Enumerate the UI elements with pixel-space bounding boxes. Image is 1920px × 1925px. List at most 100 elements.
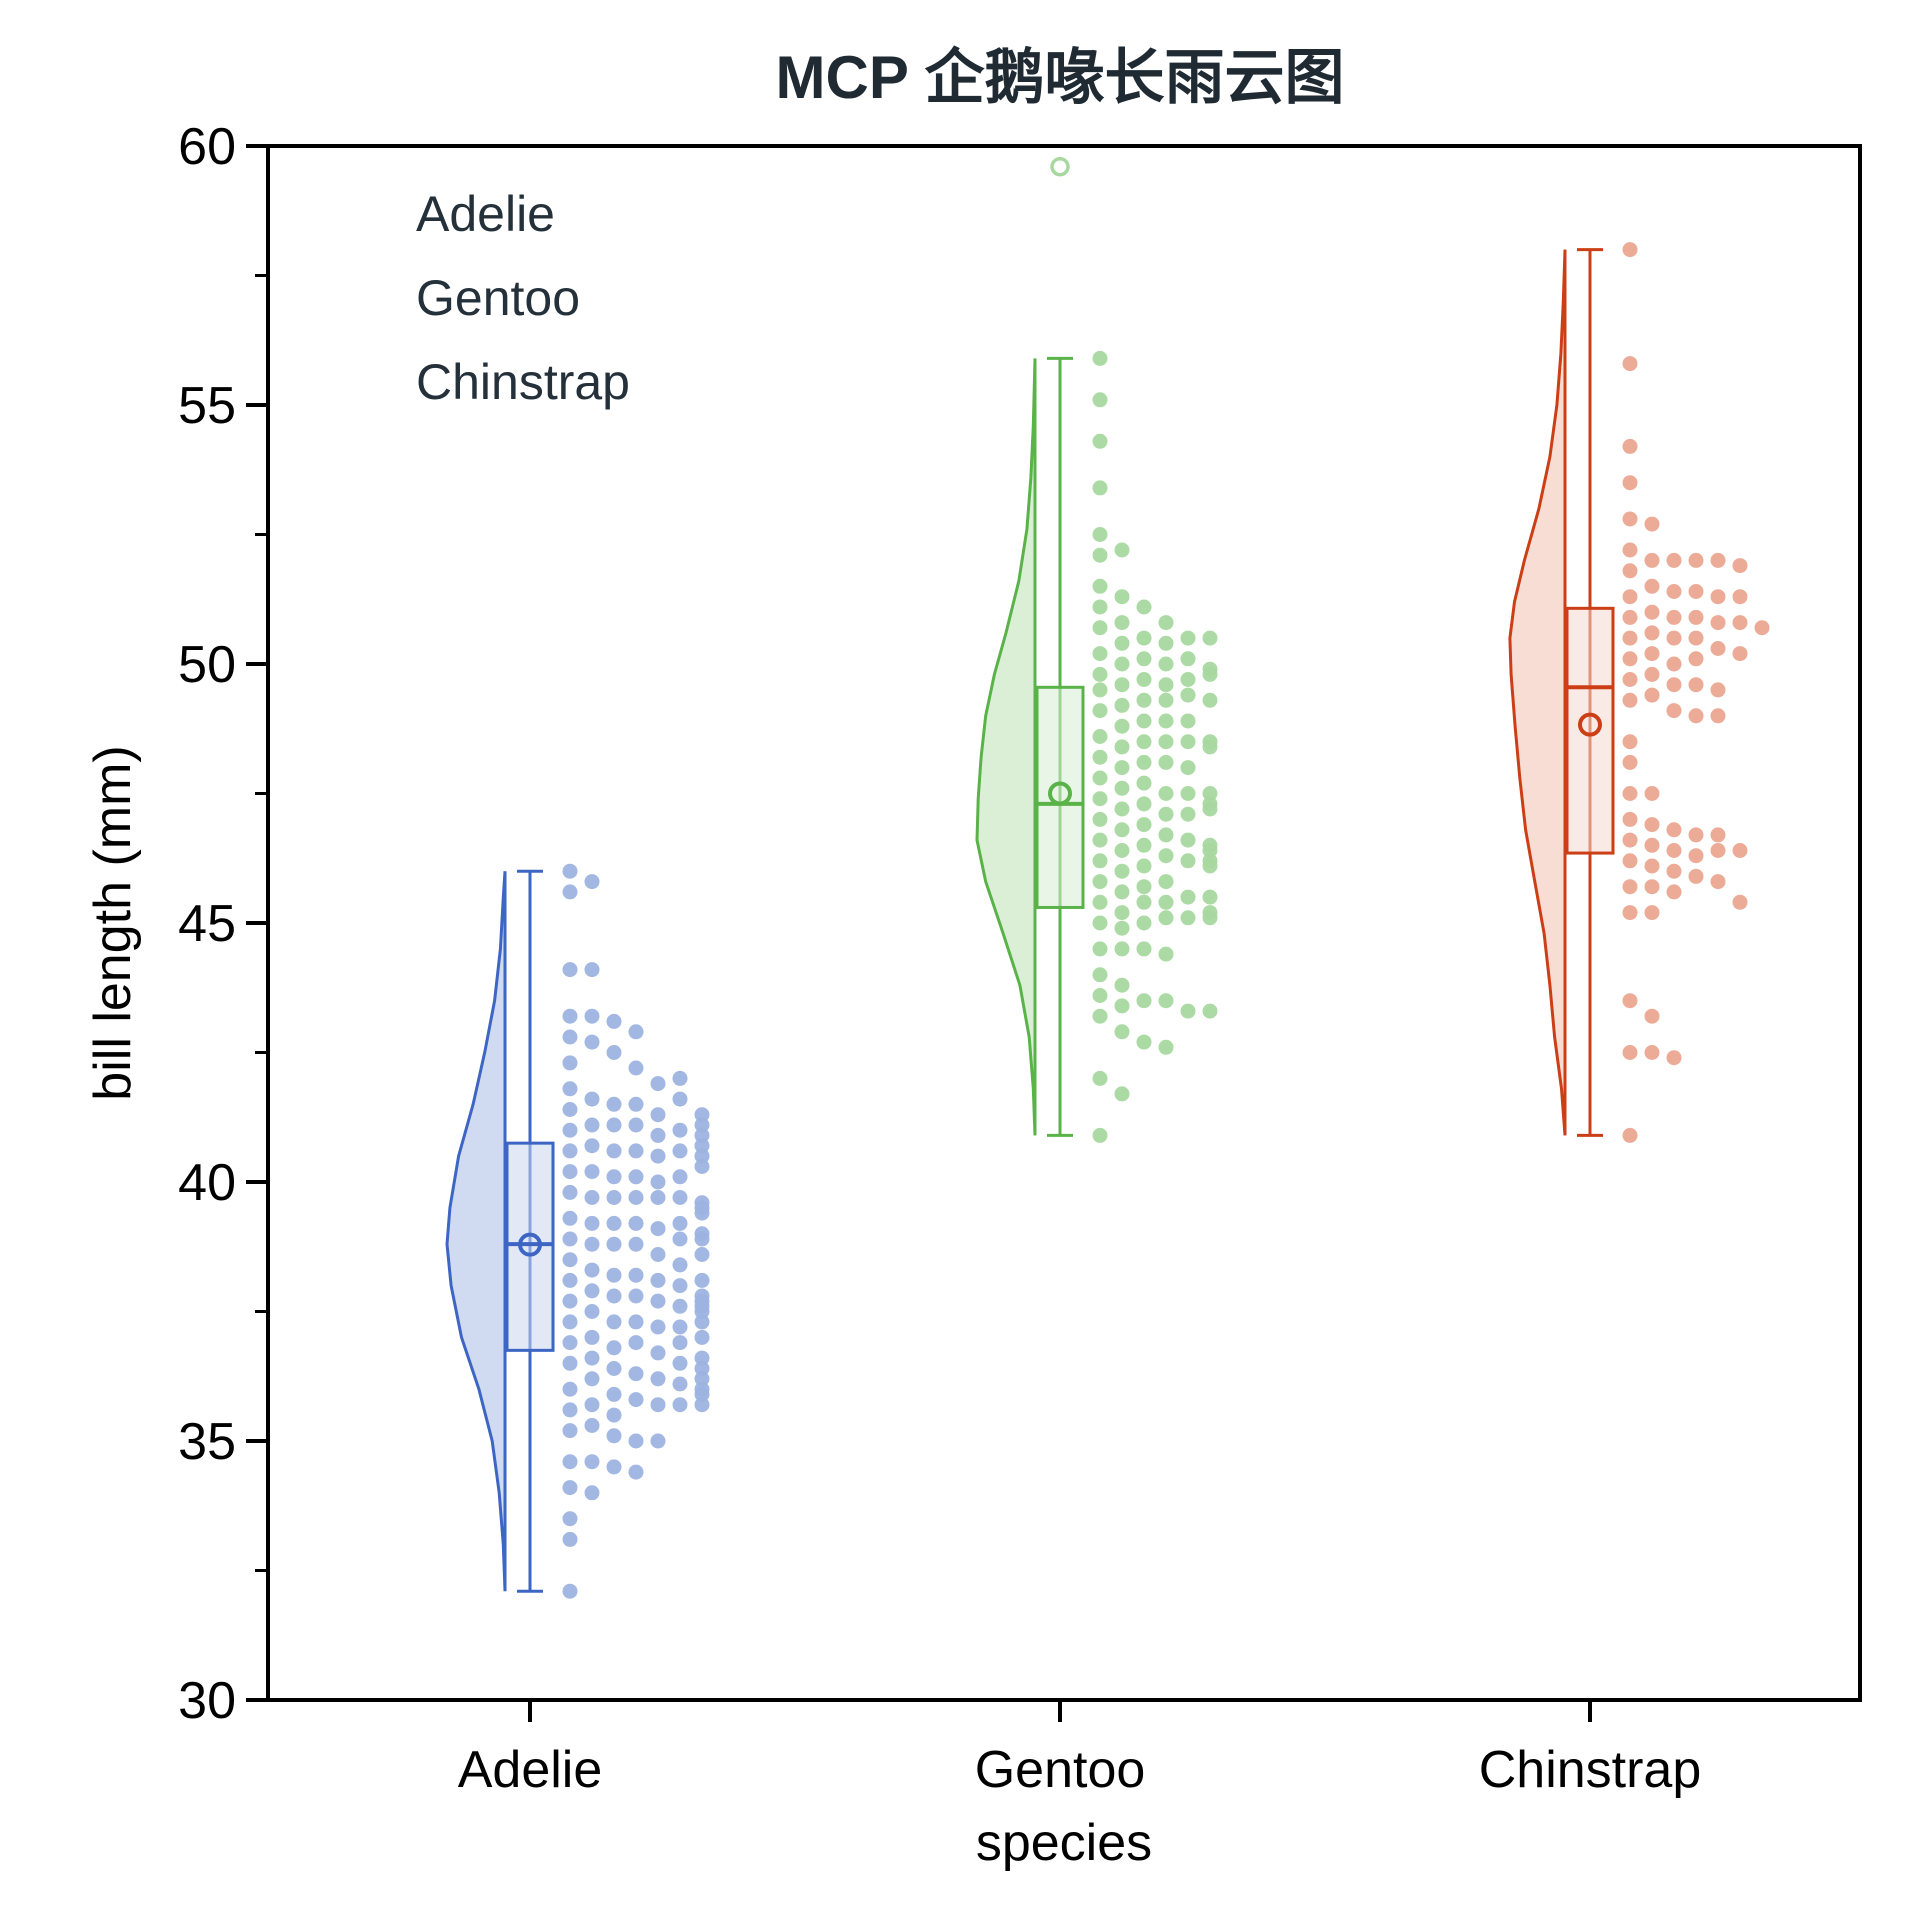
- data-point: [1666, 1050, 1682, 1066]
- data-point: [1092, 682, 1108, 698]
- data-point: [1092, 874, 1108, 890]
- data-point: [606, 1236, 622, 1252]
- data-point: [606, 1096, 622, 1112]
- data-point: [584, 1350, 600, 1366]
- data-point: [1666, 656, 1682, 672]
- data-point: [650, 1319, 666, 1335]
- data-point: [650, 1174, 666, 1190]
- data-point: [562, 1583, 578, 1599]
- data-point: [650, 1247, 666, 1262]
- data-point: [1622, 242, 1638, 258]
- data-point: [562, 1355, 578, 1371]
- data-point: [562, 1210, 578, 1226]
- data-point: [1158, 910, 1174, 926]
- data-point: [650, 1127, 666, 1143]
- data-point: [1622, 651, 1638, 667]
- data-point: [1666, 584, 1682, 599]
- data-point: [1092, 915, 1108, 931]
- data-point: [694, 1350, 710, 1366]
- chart-title: MCP 企鹅喙长雨云图: [776, 44, 1345, 111]
- data-point: [606, 1045, 622, 1060]
- data-point: [1180, 651, 1196, 667]
- data-point: [1092, 480, 1108, 496]
- data-point: [1202, 889, 1218, 905]
- data-point: [562, 1272, 578, 1288]
- data-point: [672, 1376, 688, 1392]
- data-point: [1092, 666, 1108, 682]
- data-point: [562, 1252, 578, 1268]
- data-point: [650, 1371, 666, 1387]
- y-tick-label: 30: [178, 1672, 236, 1730]
- y-tick-label: 60: [178, 118, 236, 176]
- data-point: [1158, 827, 1174, 843]
- data-point: [1622, 1045, 1638, 1060]
- data-point: [1732, 646, 1748, 662]
- data-point: [606, 1361, 622, 1376]
- data-point: [1202, 801, 1218, 817]
- data-point: [1180, 1003, 1196, 1019]
- data-point: [1180, 786, 1196, 801]
- data-point: [1732, 615, 1748, 631]
- y-tick-label: 55: [178, 377, 236, 435]
- data-point: [628, 1288, 644, 1304]
- data-point: [1136, 915, 1152, 931]
- data-point: [1092, 1070, 1108, 1086]
- data-point: [1092, 433, 1108, 449]
- data-point: [1666, 863, 1682, 879]
- data-point: [1732, 589, 1748, 605]
- data-point: [1136, 879, 1152, 895]
- data-point: [1114, 718, 1130, 734]
- data-point: [1202, 1003, 1218, 1019]
- data-point: [1644, 879, 1660, 895]
- data-point: [562, 1184, 578, 1200]
- data-point: [1688, 584, 1704, 599]
- data-point: [672, 1231, 688, 1247]
- data-point: [1754, 620, 1770, 636]
- data-point: [650, 1272, 666, 1288]
- data-point: [1092, 578, 1108, 594]
- data-point: [628, 1190, 644, 1205]
- data-point: [584, 874, 600, 890]
- data-point: [1202, 739, 1218, 755]
- data-point: [1202, 858, 1218, 874]
- data-point: [562, 1102, 578, 1117]
- y-tick-label: 40: [178, 1154, 236, 1212]
- data-point: [562, 1511, 578, 1527]
- data-point: [650, 1433, 666, 1449]
- data-point: [1644, 516, 1660, 532]
- data-point: [1666, 677, 1682, 693]
- data-point: [1622, 811, 1638, 827]
- data-point: [1732, 843, 1748, 858]
- data-point: [606, 1386, 622, 1402]
- axes: 30 35 40 45 50 55 60 Adelie Gentoo Chinstrap: [178, 118, 1701, 1799]
- data-point: [1622, 786, 1638, 801]
- data-point: [1644, 604, 1660, 620]
- data-point: [584, 1138, 600, 1154]
- data-point: [694, 1247, 710, 1262]
- data-point: [562, 1029, 578, 1045]
- data-point: [672, 1278, 688, 1294]
- data-point: [1136, 837, 1152, 853]
- data-point: [1180, 806, 1196, 822]
- data-point: [584, 1454, 600, 1470]
- legend-entry-adelie: Adelie: [416, 186, 555, 242]
- data-point: [1688, 609, 1704, 625]
- data-point: [1622, 542, 1638, 558]
- data-point: [1622, 630, 1638, 646]
- data-point: [694, 1314, 710, 1330]
- data-point: [1114, 801, 1130, 817]
- data-point: [584, 1091, 600, 1107]
- data-point: [1644, 687, 1660, 703]
- data-point: [1158, 848, 1174, 864]
- data-point: [1180, 687, 1196, 703]
- data-point: [562, 1335, 578, 1351]
- data-point: [1180, 760, 1196, 776]
- data-point: [1666, 843, 1682, 858]
- data-point: [562, 1164, 578, 1180]
- data-point: [1114, 905, 1130, 921]
- data-point: [1114, 1024, 1130, 1040]
- data-point: [1688, 677, 1704, 693]
- legend-entry-gentoo: Gentoo: [416, 270, 580, 326]
- data-point: [1092, 832, 1108, 848]
- mean-marker: [1578, 712, 1602, 737]
